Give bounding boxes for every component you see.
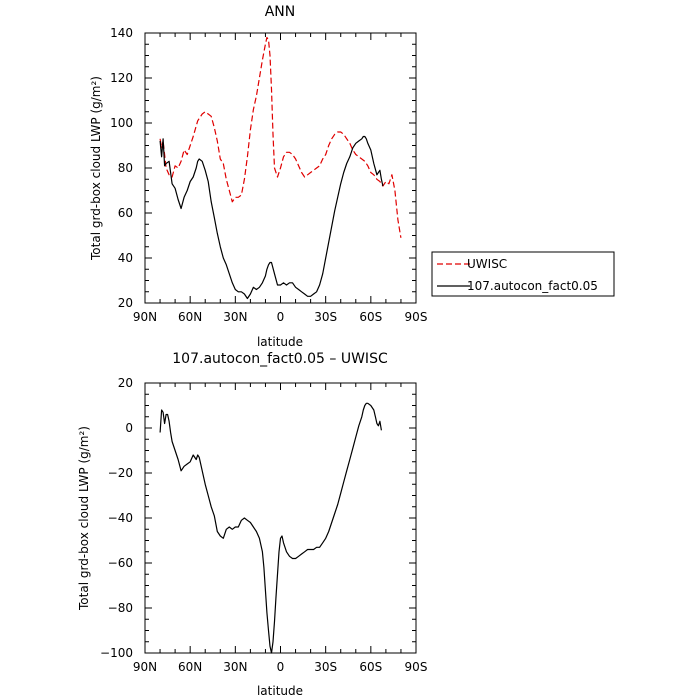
top-y-tick-label: 100 xyxy=(110,116,133,130)
top-series-line-1 xyxy=(159,135,384,300)
bottom-y-tick-label: −80 xyxy=(108,601,133,615)
legend-autocon-label: 107.autocon_fact0.05 xyxy=(467,279,598,293)
bottom-x-tick-label: 60N xyxy=(178,660,202,674)
legend-box xyxy=(431,251,615,297)
bottom-chart-title: 107.autocon_fact0.05 – UWISC xyxy=(172,351,388,367)
top-x-axis-label: latitude xyxy=(257,335,303,349)
bottom-x-tick-label: 30N xyxy=(223,660,247,674)
bottom-ticks: 90N 60N 30N 0 30S 60S 90S −100 −80 −60 −40 −20 0 20 xyxy=(100,376,427,674)
top-x-tick-label: 90N xyxy=(133,310,157,324)
legend-uwisc-label: UWISC xyxy=(467,257,507,271)
top-y-tick-label: 120 xyxy=(110,71,133,85)
top-x-tick-label: 30N xyxy=(223,310,247,324)
top-y-tick-label: 40 xyxy=(118,251,133,265)
top-x-tick-label: 60S xyxy=(359,310,382,324)
bottom-y-tick-label: 0 xyxy=(125,421,133,435)
bottom-panel: 107.autocon_fact0.05 – UWISC 90N 60N 30N 0 3… xyxy=(77,351,427,698)
bottom-plot-frame xyxy=(144,382,417,654)
top-panel: ANN 90N 60N 30N 0 30S 60S 90S 20 40 60 80 100 120 140… xyxy=(89,4,615,349)
bottom-x-tick-label: 90S xyxy=(405,660,428,674)
bottom-y-tick-label: 20 xyxy=(118,376,133,390)
bottom-x-axis-label: latitude xyxy=(257,684,303,698)
top-y-tick-label: 140 xyxy=(110,26,133,40)
bottom-y-tick-label: −40 xyxy=(108,511,133,525)
bottom-y-tick-label: −100 xyxy=(100,646,133,660)
bottom-x-tick-label: 0 xyxy=(277,660,285,674)
top-chart-title: ANN xyxy=(265,4,296,20)
top-y-tick-label: 20 xyxy=(118,296,133,310)
top-x-tick-label: 90S xyxy=(405,310,428,324)
bottom-x-tick-label: 30S xyxy=(314,660,337,674)
bottom-y-tick-label: −60 xyxy=(108,556,133,570)
top-ticks: 90N 60N 30N 0 30S 60S 90S 20 40 60 80 100 120 140 xyxy=(110,26,427,324)
top-y-tick-label: 60 xyxy=(118,206,133,220)
top-x-tick-label: 30S xyxy=(314,310,337,324)
top-y-axis-label: Total grd-box cloud LWP (g/m²) xyxy=(89,76,103,261)
bottom-x-tick-label: 90N xyxy=(133,660,157,674)
top-series-group xyxy=(159,36,402,300)
bottom-x-tick-label: 60S xyxy=(359,660,382,674)
bottom-series-group xyxy=(159,402,382,654)
top-series-line-0 xyxy=(159,36,402,238)
top-x-tick-label: 0 xyxy=(277,310,285,324)
bottom-series-line-0 xyxy=(159,402,382,654)
top-y-tick-label: 80 xyxy=(118,161,133,175)
bottom-y-axis-label: Total grd-box cloud LWP (g/m²) xyxy=(77,426,91,611)
legend: UWISC 107.autocon_fact0.05 xyxy=(431,251,615,297)
bottom-y-tick-label: −20 xyxy=(108,466,133,480)
top-x-tick-label: 60N xyxy=(178,310,202,324)
